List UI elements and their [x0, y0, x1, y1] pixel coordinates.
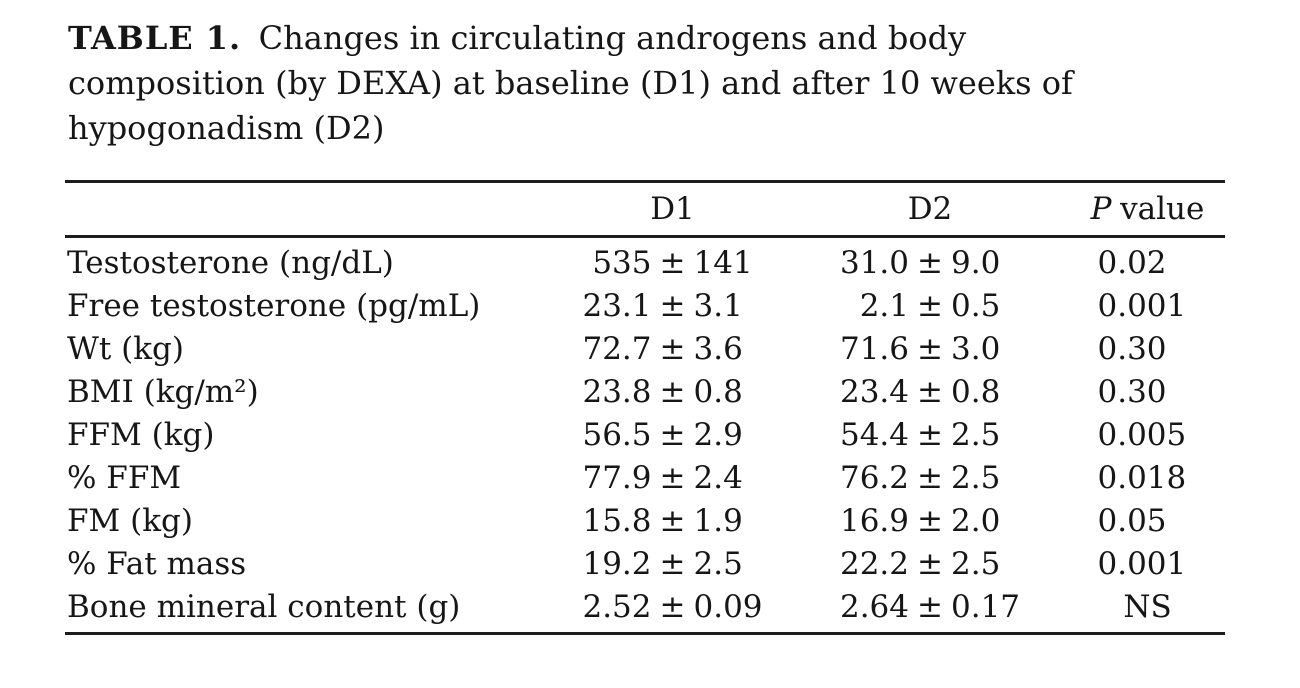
- cell-d2-value: 76.2 ±2.5: [790, 457, 1070, 500]
- plus-minus-sign: ±: [917, 589, 943, 625]
- cell-d2-value: 2.64 ±0.17: [790, 586, 1070, 629]
- cell-p-value: 0.001: [1097, 288, 1187, 324]
- caption-text-1: Changes in circulating androgens and bod…: [258, 19, 967, 57]
- plus-minus-sign: ±: [917, 503, 943, 539]
- plus-minus-sign: ±: [917, 460, 943, 496]
- cell-d2-value: 71.6 ±3.0: [790, 328, 1070, 371]
- cell-d1-value: 2.52 ±0.09: [555, 586, 790, 629]
- cell-p-value: 0.005: [1097, 417, 1187, 453]
- plus-minus-sign: ±: [917, 374, 943, 410]
- cell-p-value: 0.001: [1097, 546, 1187, 582]
- plus-minus-sign: ±: [917, 245, 943, 281]
- cell-p-value: 0.02: [1097, 245, 1167, 281]
- caption-line-1: TABLE 1. Changes in circulating androgens…: [68, 16, 1073, 61]
- row-label: % Fat mass: [67, 546, 247, 582]
- cell-d2-value: 31.0 ±9.0: [790, 242, 1070, 285]
- cell-p-value: 0.018: [1097, 460, 1187, 496]
- plus-minus-sign: ±: [917, 288, 943, 324]
- table-body: Testosterone (ng/dL) 535 ±141 31.0 ±9.0 0.…: [65, 238, 1225, 632]
- column-header-d1: D1: [650, 191, 695, 227]
- caption-line-3: hypogonadism (D2): [68, 109, 385, 147]
- bottom-rule: [65, 632, 1225, 635]
- cell-p-value: 0.05: [1097, 503, 1167, 539]
- row-label: Testosterone (ng/dL): [67, 245, 394, 281]
- p-value-rest: value: [1120, 191, 1205, 227]
- cell-p-value: 0.30: [1097, 374, 1167, 410]
- plus-minus-sign: ±: [659, 546, 686, 582]
- cell-p-value: 0.30: [1097, 331, 1167, 367]
- p-value-italic-p: P: [1090, 191, 1112, 227]
- cell-d1-value: 23.1 ±3.1: [555, 285, 790, 328]
- cell-d1-value: 23.8 ±0.8: [555, 371, 790, 414]
- caption-line-2: composition (by DEXA) at baseline (D1) a…: [68, 64, 1073, 102]
- table-row: BMI (kg/m²) 23.8 ±0.8 23.4 ±0.8 0.30: [65, 371, 1225, 414]
- row-label: Wt (kg): [67, 331, 184, 367]
- row-label: FFM (kg): [67, 417, 215, 453]
- top-rule: [65, 180, 1225, 183]
- cell-d2-value: 16.9 ±2.0: [790, 500, 1070, 543]
- table-row: FFM (kg) 56.5 ±2.9 54.4 ±2.5 0.005: [65, 414, 1225, 457]
- cell-d2-value: 22.2 ±2.5: [790, 543, 1070, 586]
- table-row: Testosterone (ng/dL) 535 ±141 31.0 ±9.0 0.…: [65, 242, 1225, 285]
- plus-minus-sign: ±: [659, 245, 686, 281]
- plus-minus-sign: ±: [659, 460, 686, 496]
- table-row: % Fat mass 19.2 ±2.5 22.2 ±2.5 0.001: [65, 543, 1225, 586]
- column-header-d2: D2: [907, 191, 953, 227]
- row-label: % FFM: [67, 460, 182, 496]
- cell-d2-value: 54.4 ±2.5: [790, 414, 1070, 457]
- caption-table-number: TABLE 1.: [68, 19, 242, 57]
- row-label: FM (kg): [67, 503, 193, 539]
- cell-d1-value: 56.5 ±2.9: [555, 414, 790, 457]
- table-row: FM (kg) 15.8 ±1.9 16.9 ±2.0 0.05: [65, 500, 1225, 543]
- plus-minus-sign: ±: [917, 417, 943, 453]
- cell-d2-value: 2.1 ±0.5: [790, 285, 1070, 328]
- table-row: % FFM 77.9 ±2.4 76.2 ±2.5 0.018: [65, 457, 1225, 500]
- plus-minus-sign: ±: [659, 417, 686, 453]
- cell-d1-value: 15.8 ±1.9: [555, 500, 790, 543]
- cell-d1-value: 19.2 ±2.5: [555, 543, 790, 586]
- plus-minus-sign: ±: [659, 503, 686, 539]
- table-row: Bone mineral content (g) 2.52 ±0.09 2.64 ±…: [65, 586, 1225, 629]
- cell-d2-value: 23.4 ±0.8: [790, 371, 1070, 414]
- plus-minus-sign: ±: [917, 331, 943, 367]
- cell-p-value: NS: [1123, 589, 1172, 625]
- row-label: Free testosterone (pg/mL): [67, 288, 481, 324]
- table-row: Wt (kg) 72.7 ±3.6 71.6 ±3.0 0.30: [65, 328, 1225, 371]
- cell-d1-value: 535 ±141: [555, 242, 790, 285]
- cell-d1-value: 77.9 ±2.4: [555, 457, 790, 500]
- plus-minus-sign: ±: [659, 589, 686, 625]
- table-row: Free testosterone (pg/mL) 23.1 ±3.1 2.1 ±0…: [65, 285, 1225, 328]
- table-caption: TABLE 1. Changes in circulating androgens…: [68, 16, 1073, 151]
- plus-minus-sign: ±: [659, 374, 686, 410]
- plus-minus-sign: ±: [659, 331, 686, 367]
- row-label: BMI (kg/m²): [67, 374, 259, 410]
- cell-d1-value: 72.7 ±3.6: [555, 328, 790, 371]
- header-rule: [65, 235, 1225, 238]
- row-label: Bone mineral content (g): [67, 589, 461, 625]
- plus-minus-sign: ±: [659, 288, 686, 324]
- plus-minus-sign: ±: [917, 546, 943, 582]
